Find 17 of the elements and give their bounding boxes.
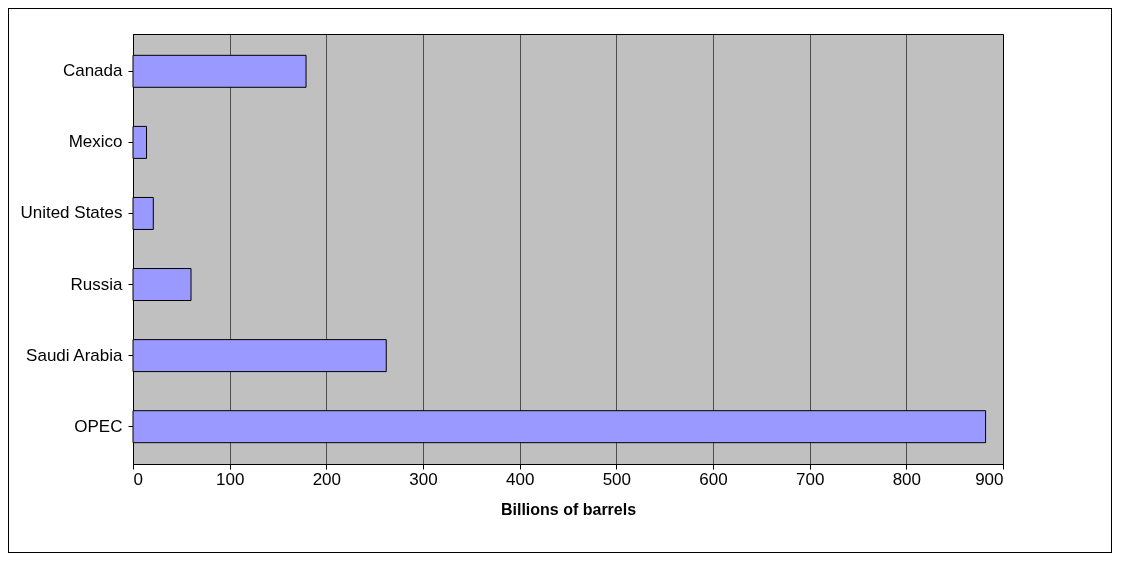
y-tick-label: United States (20, 203, 123, 223)
x-tick-label: 300 (409, 469, 438, 489)
x-tick-label: 100 (215, 469, 245, 489)
y-tick-label: Canada (62, 61, 124, 81)
x-tick-label: 900 (975, 469, 1004, 489)
x-tick-label: 800 (892, 469, 922, 489)
x-tick-label: 200 (312, 469, 342, 489)
x-tick-label: 0 (133, 469, 143, 489)
x-tick-label: 700 (795, 469, 825, 489)
x-axis-title: Billions of barrels (500, 500, 637, 518)
y-tick-label: OPEC (74, 416, 123, 436)
x-tick-label: 500 (602, 469, 632, 489)
x-tick-label: 400 (505, 469, 535, 489)
x-tick-label: 600 (699, 469, 728, 489)
y-tick-label: Russia (70, 274, 124, 294)
y-tick-label: Saudi Arabia (26, 345, 124, 365)
y-tick-label: Mexico (68, 132, 123, 152)
